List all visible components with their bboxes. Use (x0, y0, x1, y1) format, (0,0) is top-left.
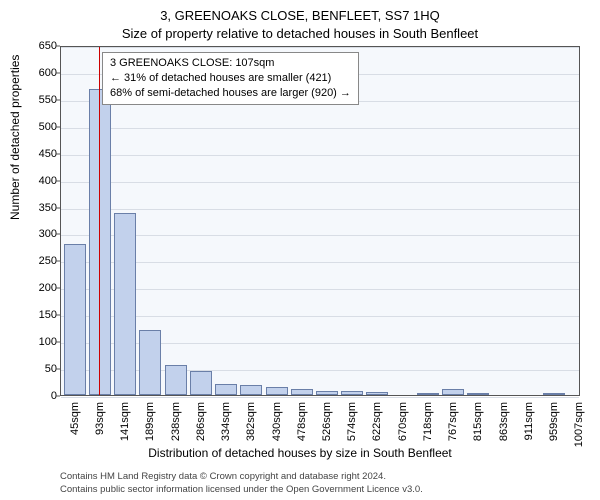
gridline (61, 209, 579, 210)
y-tick-label: 100 (17, 336, 57, 348)
x-tick-label: 93sqm (94, 402, 106, 435)
y-tick-label: 400 (17, 175, 57, 187)
y-tick-label: 450 (17, 148, 57, 160)
histogram-bar (165, 365, 187, 395)
property-size-chart: 3, GREENOAKS CLOSE, BENFLEET, SS7 1HQ Si… (0, 0, 600, 500)
attribution-line1: Contains HM Land Registry data © Crown c… (60, 471, 423, 483)
y-tick-mark (56, 396, 60, 397)
y-tick-mark (56, 234, 60, 235)
x-tick-label: 45sqm (69, 402, 81, 435)
x-tick-label: 815sqm (472, 402, 484, 441)
histogram-bar (64, 244, 86, 395)
chart-subtitle: Size of property relative to detached ho… (0, 26, 600, 41)
annotation-box: 3 GREENOAKS CLOSE: 107sqm ← 31% of detac… (102, 52, 359, 105)
x-tick-label: 911sqm (523, 402, 535, 440)
gridline (61, 289, 579, 290)
gridline (61, 155, 579, 156)
y-tick-mark (56, 126, 60, 127)
y-tick-mark (56, 369, 60, 370)
y-tick-mark (56, 342, 60, 343)
y-tick-label: 300 (17, 228, 57, 240)
y-tick-mark (56, 46, 60, 47)
x-tick-label: 478sqm (296, 402, 308, 441)
histogram-bar (543, 393, 565, 395)
y-tick-label: 250 (17, 255, 57, 267)
gridline (61, 397, 579, 398)
histogram-bar (114, 213, 136, 395)
x-tick-label: 286sqm (195, 402, 207, 441)
annotation-line2: ← 31% of detached houses are smaller (42… (110, 71, 351, 86)
histogram-bar (467, 393, 489, 395)
y-axis-label: Number of detached properties (8, 55, 22, 220)
plot-area: 3 GREENOAKS CLOSE: 107sqm ← 31% of detac… (60, 46, 580, 396)
x-tick-label: 1007sqm (573, 402, 585, 447)
gridline (61, 235, 579, 236)
y-tick-mark (56, 72, 60, 73)
attribution-line2: Contains public sector information licen… (60, 484, 423, 496)
histogram-bar (240, 385, 262, 395)
x-tick-label: 430sqm (271, 402, 283, 441)
y-tick-mark (56, 315, 60, 316)
x-tick-label: 767sqm (447, 402, 459, 441)
y-tick-mark (56, 261, 60, 262)
histogram-bar (190, 371, 212, 395)
y-tick-mark (56, 288, 60, 289)
y-tick-mark (56, 99, 60, 100)
x-tick-label: 670sqm (397, 402, 409, 441)
x-axis-label: Distribution of detached houses by size … (0, 446, 600, 460)
x-tick-label: 622sqm (371, 402, 383, 441)
histogram-bar (89, 89, 111, 395)
y-tick-label: 600 (17, 67, 57, 79)
x-tick-label: 526sqm (321, 402, 333, 441)
histogram-bar (366, 392, 388, 395)
x-tick-label: 959sqm (548, 402, 560, 441)
y-tick-mark (56, 180, 60, 181)
histogram-bar (291, 389, 313, 395)
y-tick-label: 500 (17, 121, 57, 133)
histogram-bar (215, 384, 237, 395)
y-tick-mark (56, 153, 60, 154)
gridline (61, 182, 579, 183)
gridline (61, 128, 579, 129)
x-tick-label: 718sqm (422, 402, 434, 441)
x-tick-label: 141sqm (119, 402, 131, 441)
annotation-line3: 68% of semi-detached houses are larger (… (110, 86, 351, 101)
x-tick-label: 863sqm (498, 402, 510, 441)
x-tick-label: 574sqm (346, 402, 358, 441)
x-tick-label: 382sqm (245, 402, 257, 441)
gridline (61, 47, 579, 48)
y-tick-label: 150 (17, 309, 57, 321)
chart-title-address: 3, GREENOAKS CLOSE, BENFLEET, SS7 1HQ (0, 8, 600, 23)
x-tick-label: 238sqm (170, 402, 182, 441)
attribution-text: Contains HM Land Registry data © Crown c… (60, 471, 423, 496)
gridline (61, 316, 579, 317)
histogram-bar (417, 393, 439, 395)
x-tick-label: 334sqm (220, 402, 232, 441)
y-tick-label: 50 (17, 363, 57, 375)
annotation-line1: 3 GREENOAKS CLOSE: 107sqm (110, 56, 351, 71)
y-tick-label: 0 (17, 390, 57, 402)
histogram-bar (316, 391, 338, 395)
histogram-bar (266, 387, 288, 395)
histogram-bar (139, 330, 161, 395)
y-tick-label: 350 (17, 202, 57, 214)
gridline (61, 262, 579, 263)
histogram-bar (442, 389, 464, 395)
y-tick-label: 650 (17, 40, 57, 52)
histogram-bar (341, 391, 363, 395)
y-tick-label: 200 (17, 282, 57, 294)
reference-line (99, 47, 100, 395)
x-tick-label: 189sqm (144, 402, 156, 441)
y-tick-mark (56, 207, 60, 208)
y-tick-label: 550 (17, 94, 57, 106)
